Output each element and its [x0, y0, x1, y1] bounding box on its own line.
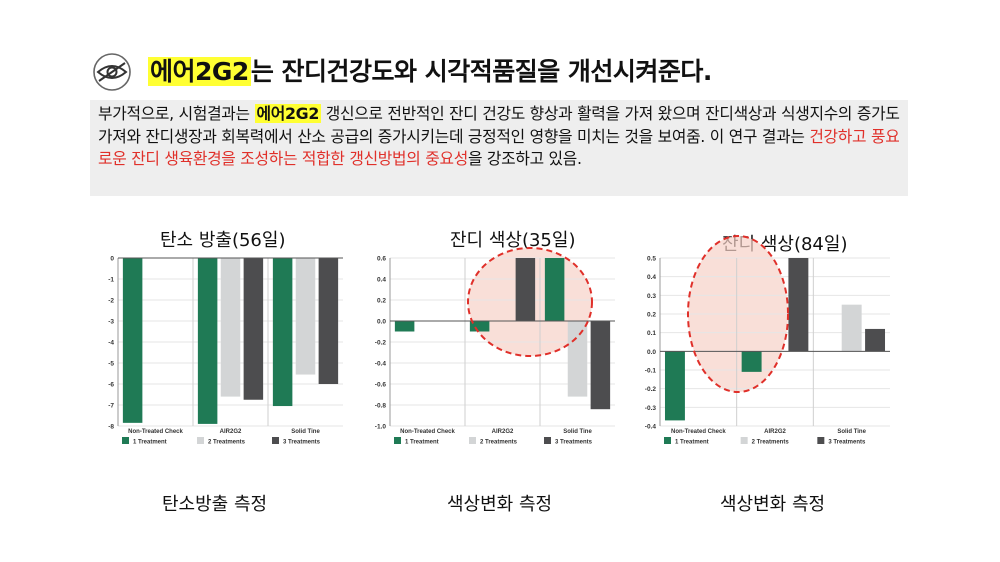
legend-swatch [197, 437, 204, 444]
y-tick-label: -4 [108, 340, 114, 347]
x-category-label: AIR2G2 [492, 429, 514, 435]
y-tick-label: -8 [108, 424, 114, 431]
legend-label: 1 Treatment [133, 440, 167, 446]
bar [841, 304, 862, 352]
x-category-label: Solid Tine [291, 429, 320, 435]
y-tick-label: -0.4 [375, 361, 387, 368]
x-category-label: Non-Treated Check [128, 429, 183, 435]
legend-label: 2 Treatments [480, 440, 518, 446]
desc-text-2: 갱신으로 전반적인 잔디 건강도 향상과 활력을 가져 왔으며 잔디색상과 식생… [98, 104, 900, 146]
y-tick-label: 0.6 [377, 256, 386, 263]
legend-swatch [469, 437, 476, 444]
y-tick-label: 0.1 [647, 330, 656, 337]
desc-emphasis: 건강하고 풍요로운 잔디 생육환경을 조성하는 적합한 갱신방법의 중요성 [98, 126, 900, 169]
desc-text-1: 부가적으로, 시험결과는 [98, 104, 255, 123]
y-tick-label: -6 [108, 382, 114, 389]
chart-color-84: 0.5 0.4 0.3 0.2 0.1 0.0 -0.1 -0.2 -0.3 -0.4 Non-Tr… [645, 235, 890, 446]
x-category-label: Non-Treated Check [671, 429, 726, 435]
legend-label: 1 Treatment [675, 440, 709, 446]
panel-title-carbon: 탄소 방출(56일) [160, 230, 286, 251]
title-text: 는 잔디건강도와 시각적품질을 개선시켜준다. [250, 57, 713, 86]
bar [567, 321, 588, 397]
x-category-label: AIR2G2 [764, 429, 786, 435]
x-category-label: Solid Tine [563, 429, 592, 435]
caption-color-84: 색상변화 측정 [720, 494, 826, 515]
y-tick-label: -5 [108, 361, 114, 368]
bar [741, 351, 762, 372]
x-category-label: Non-Treated Check [400, 429, 455, 435]
y-tick-label: -0.6 [375, 382, 387, 389]
desc-text-3: 을 강조하고 있음. [467, 149, 582, 168]
y-tick-label: -3 [108, 319, 114, 326]
x-category-label: AIR2G2 [220, 429, 242, 435]
y-tick-label: 0 [110, 256, 114, 263]
legend-swatch [664, 437, 671, 444]
y-tick-label: 0.5 [647, 256, 656, 263]
bar [865, 328, 886, 352]
bar [590, 321, 611, 410]
y-tick-label: 0.4 [377, 277, 386, 284]
y-tick-label: -1.0 [375, 424, 387, 431]
eye-icon [93, 53, 131, 91]
bar [220, 258, 241, 397]
legend-swatch [740, 437, 748, 444]
caption-carbon: 탄소방출 측정 [162, 494, 268, 515]
bar [788, 258, 809, 352]
y-tick-label: -0.4 [645, 424, 657, 431]
chart-color-35: 0.6 0.4 0.2 0.0 -0.2 -0.4 -0.6 -0.8 -1.0 Non-Trea… [375, 247, 615, 446]
y-tick-label: -0.8 [375, 403, 387, 410]
bar [515, 258, 536, 321]
y-tick-label: -0.3 [645, 405, 657, 412]
highlight-outline [467, 247, 593, 357]
y-tick-label: -0.2 [645, 386, 657, 393]
bar [544, 258, 565, 321]
legend-swatch [272, 437, 279, 444]
bar [394, 321, 415, 332]
legend-swatch [544, 437, 551, 444]
y-tick-label: -2 [108, 298, 114, 305]
y-tick-label: -0.1 [645, 368, 657, 375]
legend-label: 2 Treatments [208, 440, 246, 446]
panel-title-color-35: 잔디 색상(35일) [450, 230, 576, 251]
y-tick-label: -7 [108, 403, 114, 410]
y-tick-label: 0.0 [647, 349, 656, 356]
y-tick-label: 0.0 [377, 319, 386, 326]
legend-label: 3 Treatments [555, 440, 593, 446]
chart-carbon-emission: 0 -1 -2 -3 -4 -5 -6 -7 -8 Non-Treated Check AIR2G2… [108, 256, 343, 446]
bar [469, 321, 490, 332]
bar [122, 258, 143, 423]
y-tick-label: 0.3 [647, 293, 656, 300]
bar [243, 258, 264, 400]
y-tick-label: -0.2 [375, 340, 387, 347]
legend-swatch [817, 437, 825, 444]
x-category-label: Solid Tine [837, 429, 866, 435]
legend-label: 1 Treatment [405, 440, 439, 446]
bar [272, 258, 293, 407]
y-tick-label: -1 [108, 277, 114, 284]
legend-swatch [122, 437, 129, 444]
highlight-outline [687, 235, 789, 393]
desc-highlight: 에어2G2 [254, 104, 322, 123]
legend-label: 2 Treatments [752, 440, 790, 446]
y-tick-label: 0.2 [377, 298, 386, 305]
legend-swatch [394, 437, 401, 444]
y-tick-label: 0.2 [647, 312, 656, 319]
page-title: 에어2G2는 잔디건강도와 시각적품질을 개선시켜준다. [148, 52, 712, 88]
legend-label: 3 Treatments [828, 440, 866, 446]
bar [318, 258, 339, 384]
title-highlight: 에어2G2 [148, 57, 251, 86]
bar [197, 258, 218, 424]
legend-label: 3 Treatments [283, 440, 321, 446]
bar [295, 258, 316, 375]
caption-color-35: 색상변화 측정 [447, 494, 553, 515]
description-box: 부가적으로, 시험결과는 에어2G2 갱신으로 전반적인 잔디 건강도 향상과 … [90, 100, 908, 196]
y-tick-label: 0.4 [647, 274, 656, 281]
bar [664, 351, 685, 421]
